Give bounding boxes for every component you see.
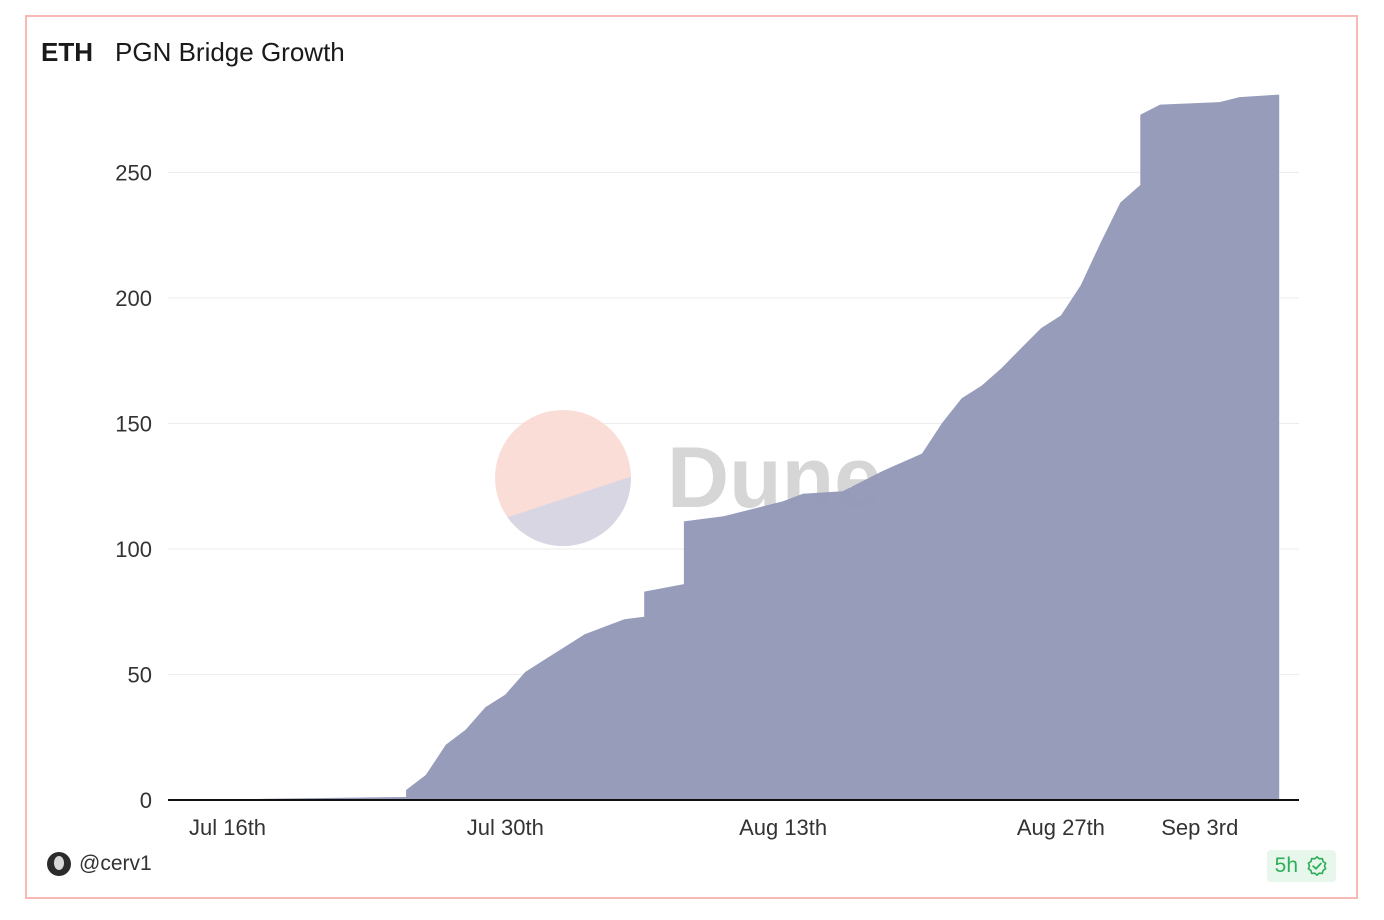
area-series	[168, 94, 1280, 801]
chart-prefix: ETH	[41, 37, 93, 67]
y-tick-label: 0	[140, 788, 152, 813]
chart-header: ETH PGN Bridge Growth	[41, 37, 345, 68]
x-axis: Jul 16th Jul 30th Aug 13th Aug 27th Sep 3rd	[189, 815, 1238, 840]
x-tick-label: Aug 13th	[739, 815, 827, 840]
y-tick-label: 100	[115, 537, 152, 562]
freshness-badge: 5h	[1266, 850, 1336, 882]
y-tick-label: 50	[128, 662, 152, 687]
chart-card: ETH PGN Bridge Growth 0 50 100 150 200 250 Du…	[25, 15, 1358, 899]
freshness-label: 5h	[1274, 854, 1298, 877]
series-area	[168, 94, 1280, 801]
x-tick-label: Jul 16th	[189, 815, 266, 840]
verified-check-icon	[1307, 856, 1327, 876]
chart-title: PGN Bridge Growth	[115, 37, 345, 67]
avatar[interactable]	[47, 852, 71, 876]
y-tick-label: 200	[115, 286, 152, 311]
y-axis: 0 50 100 150 200 250	[115, 160, 152, 813]
x-tick-label: Jul 30th	[467, 815, 544, 840]
y-tick-label: 150	[115, 411, 152, 436]
x-tick-label: Sep 3rd	[1161, 815, 1238, 840]
author[interactable]: @cerv1	[47, 852, 152, 876]
author-username[interactable]: @cerv1	[79, 852, 152, 875]
x-tick-label: Aug 27th	[1017, 815, 1105, 840]
y-tick-label: 250	[115, 160, 152, 185]
